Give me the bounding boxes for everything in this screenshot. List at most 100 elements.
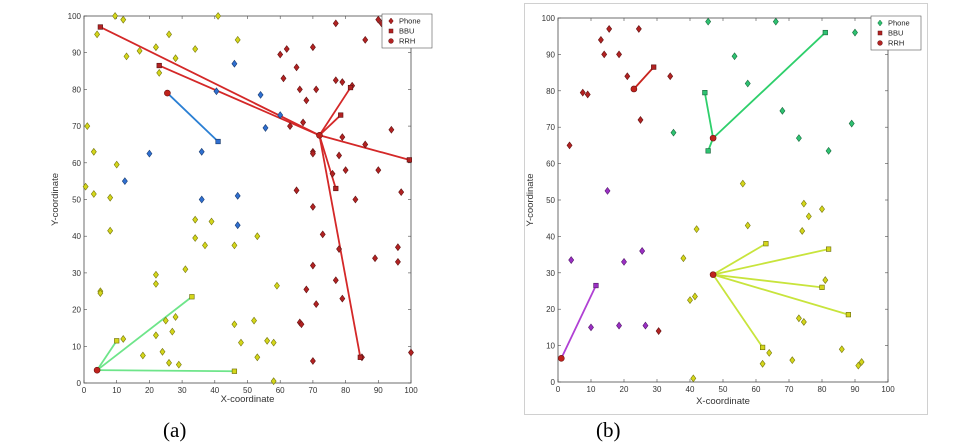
phone-marker [362,140,369,149]
phone-marker [139,351,146,360]
phone-marker [208,217,215,226]
phone-marker [198,195,205,204]
y-tick-label: 10 [546,342,555,351]
phone-marker [202,241,208,250]
bbu-marker [97,24,103,30]
phone-marker [616,50,622,59]
phone-marker [231,59,238,68]
phone-marker [805,212,812,221]
phone-marker [759,359,766,368]
rrh-bbu-link [712,242,767,276]
phone-marker [408,348,414,357]
phone-marker [772,17,779,26]
phone-marker [799,227,806,235]
phone-marker [90,190,97,198]
phone-marker [298,320,305,329]
phone-marker [274,281,280,290]
phone-marker [309,202,316,211]
phone-marker [313,85,320,94]
x-tick-label: 20 [145,386,154,395]
bbu-marker [593,282,599,289]
phone-marker [280,74,287,83]
x-tick-label: 10 [587,385,596,394]
legend-rrh-symbol [877,40,883,46]
phone-marker [112,12,118,20]
bbu-marker [114,338,120,344]
phone-marker [739,179,746,188]
phone-marker [819,205,825,214]
phone-marker [121,177,128,186]
phone-marker [332,276,339,285]
phone-marker [309,43,316,52]
x-tick-label: 20 [620,385,629,394]
y-tick-label: 80 [72,85,81,94]
phone-marker [123,52,130,61]
bbu-marker [189,294,195,300]
phone-marker [283,45,290,53]
phone-marker [231,320,238,329]
rrh-bbu-link [96,296,193,371]
rrh-bbu-link [712,274,764,348]
phone-marker [332,76,339,85]
phone-marker [394,243,401,252]
phone-marker [680,254,687,263]
phone-marker [84,122,91,131]
phone-marker [90,147,97,156]
x-axis-label: X-coordinate [696,396,750,407]
phone-marker [398,188,405,197]
bbu-marker [215,138,221,145]
phone-marker [234,191,241,200]
y-tick-label: 100 [68,12,82,21]
phone-marker [362,35,369,44]
phone-marker [375,166,382,175]
phone-marker [97,289,104,297]
phone-marker [300,118,307,127]
y-tick-label: 40 [72,232,81,241]
phone-marker [309,357,316,365]
phone-marker [94,30,101,39]
legend-label: BBU [888,29,903,38]
rrh-bbu-link [99,26,320,137]
bbu-marker [705,148,711,154]
phone-marker [848,119,855,128]
scatter-plot-a: 0 10 20 30 40 50 60 70 80 90 100 0 10 20 30 40 50 60 70 80 9… [50,12,433,405]
phone-marker [296,85,303,94]
phone-marker [107,226,114,235]
phone-marker [270,377,277,386]
phone-marker [342,166,349,175]
phone-marker [166,30,172,39]
legend-label: BBU [399,27,414,36]
x-tick-label: 30 [653,385,662,394]
phone-marker [394,257,401,266]
plot-frame-b [557,17,889,383]
phone-marker [329,169,336,178]
phone-marker [234,221,241,230]
phone-marker [566,141,573,150]
phone-marker [251,316,257,325]
phone-marker [568,256,575,264]
phone-marker [182,265,189,274]
phone-marker [766,348,773,357]
x-axis-label: X-coordinate [221,394,275,405]
phone-marker [198,147,205,156]
rrh-marker [557,355,565,362]
y-tick-label: 70 [72,122,81,131]
x-tick-label: 40 [210,386,219,395]
bbu-marker [702,90,708,96]
rrh-bbu-link [158,64,320,137]
x-tick-label: 40 [686,385,695,394]
phone-marker [336,245,342,253]
rrh-marker [93,366,101,374]
phone-marker [779,106,786,115]
phone-marker [800,318,807,326]
phone-marker [822,276,829,284]
legend-bbu-symbol [388,28,394,34]
phone-marker [597,35,604,44]
phone-marker [146,149,153,158]
rrh-bbu-link [633,66,655,90]
bbu-marker [231,368,238,374]
bbu-marker [338,112,344,118]
phone-marker [579,88,586,97]
y-tick-label: 20 [72,306,81,315]
phone-marker [293,186,300,195]
